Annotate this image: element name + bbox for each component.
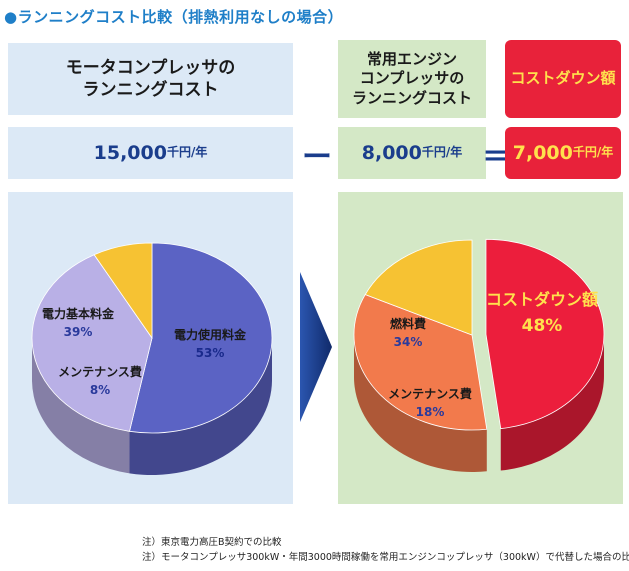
pie-percent-0: 48% <box>522 316 563 336</box>
minus-sign: ー <box>302 140 332 175</box>
motor-cost-number: 15,000 <box>93 141 167 164</box>
cost-saving-header: コストダウン額 <box>505 40 621 118</box>
pie-label-0: コストダウン額 <box>486 290 598 309</box>
engine-cost-header-line3: ランニングコスト <box>351 88 472 107</box>
pie-slice-2 <box>364 239 473 336</box>
pie-label-0: 電力使用料金 <box>174 327 247 342</box>
pie-percent-2: 18% <box>416 405 445 419</box>
pie-label-2: メンテナンス費 <box>58 364 142 379</box>
pie-side-0 <box>129 338 273 475</box>
motor-cost-header-line2: ランニングコスト <box>82 80 219 100</box>
cost-saving-value: 7,000 千円/年 <box>505 127 621 179</box>
engine-cost-header-line1: 常用エンジン <box>366 49 457 68</box>
engine-cost-header: 常用エンジン コンプレッサの ランニングコスト <box>338 40 486 118</box>
engine-cost-number: 8,000 <box>361 141 422 164</box>
engine-cost-value: 8,000 千円/年 <box>338 127 486 179</box>
note-1: 注）東京電力高圧B契約での比較 <box>142 537 282 548</box>
motor-cost-pie: 電力使用料金 53% 電力基本料金 39% メンテナンス費 8% <box>31 242 273 475</box>
pie-label-2: メンテナンス費 <box>388 386 472 401</box>
engine-cost-unit: 千円/年 <box>421 145 463 160</box>
pie-percent-1: 34% <box>394 335 423 349</box>
pie-percent-0: 53% <box>196 346 225 360</box>
motor-cost-header: モータコンプレッサの ランニングコスト <box>8 43 293 115</box>
pie-slice-0 <box>485 238 605 429</box>
engine-cost-header-line2: コンプレッサの <box>359 69 465 88</box>
pie-side-1 <box>32 338 130 474</box>
arrow-icon <box>300 272 332 422</box>
pie-slice-1 <box>31 254 153 432</box>
cost-saving-unit: 千円/年 <box>572 145 614 160</box>
pie-side-0 <box>500 334 604 471</box>
note-2: 注）モータコンプレッサ300kW・年間3000時間稼働を常用エンジンコップレッサ… <box>142 552 629 563</box>
motor-cost-unit: 千円/年 <box>166 145 208 160</box>
pie-slice-2 <box>93 242 153 340</box>
page-title: ●ランニングコスト比較（排熱利用なしの場合） <box>4 8 344 26</box>
cost-saving-number: 7,000 <box>512 141 573 164</box>
engine-cost-pie: コストダウン額 48% 燃料費 34% メンテナンス費 18% <box>353 238 605 472</box>
pie-percent-2: 8% <box>90 383 110 397</box>
pie-side-1 <box>354 335 487 472</box>
motor-cost-value: 15,000 千円/年 <box>8 127 293 179</box>
pie-label-1: 燃料費 <box>390 316 426 331</box>
pie-slice-0 <box>129 242 273 434</box>
pie-label-1: 電力基本料金 <box>42 306 115 321</box>
motor-cost-header-line1: モータコンプレッサの <box>65 57 236 78</box>
pie-percent-1: 39% <box>64 325 93 339</box>
cost-saving-header-label: コストダウン額 <box>510 69 616 88</box>
